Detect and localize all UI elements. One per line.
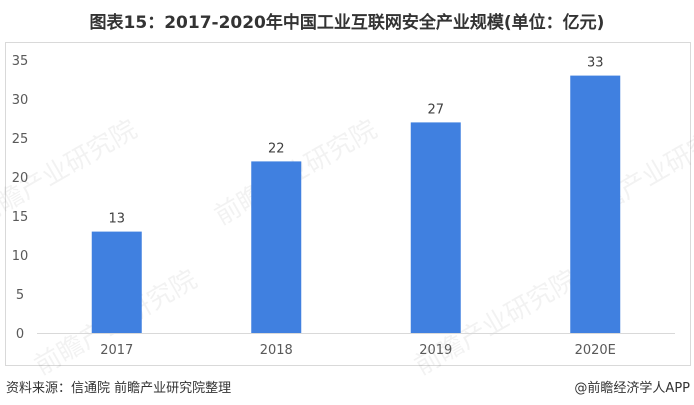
bar-2017 (91, 231, 142, 333)
x-tick-label: 2018 (260, 343, 293, 358)
x-tick-label: 2017 (100, 343, 133, 358)
data-label: 22 (268, 141, 285, 156)
y-tick-label: 30 (12, 93, 29, 108)
data-label: 27 (427, 102, 444, 117)
y-tick-label: 20 (12, 171, 29, 186)
x-tick-label: 2019 (419, 343, 452, 358)
data-label: 13 (108, 212, 125, 227)
data-label: 33 (587, 56, 604, 71)
bar-2019 (410, 122, 461, 334)
chart-title: 图表15：2017-2020年中国工业互联网安全产业规模(单位：亿元) (89, 13, 605, 33)
y-tick-label: 0 (16, 327, 24, 342)
source-note: 资料来源：信通院 前瞻产业研究院整理 (6, 381, 232, 396)
y-tick-label: 35 (12, 54, 29, 69)
y-tick-label: 5 (16, 288, 24, 303)
chart-frame (5, 42, 691, 366)
y-tick-label: 10 (12, 249, 29, 264)
y-tick-label: 25 (12, 132, 29, 147)
y-tick-label: 15 (12, 210, 29, 225)
x-tick-label: 2020E (575, 343, 616, 358)
bar-2018 (251, 161, 302, 333)
credit-note: @前瞻经济学人APP (574, 381, 690, 396)
bar-2020E (570, 75, 621, 333)
